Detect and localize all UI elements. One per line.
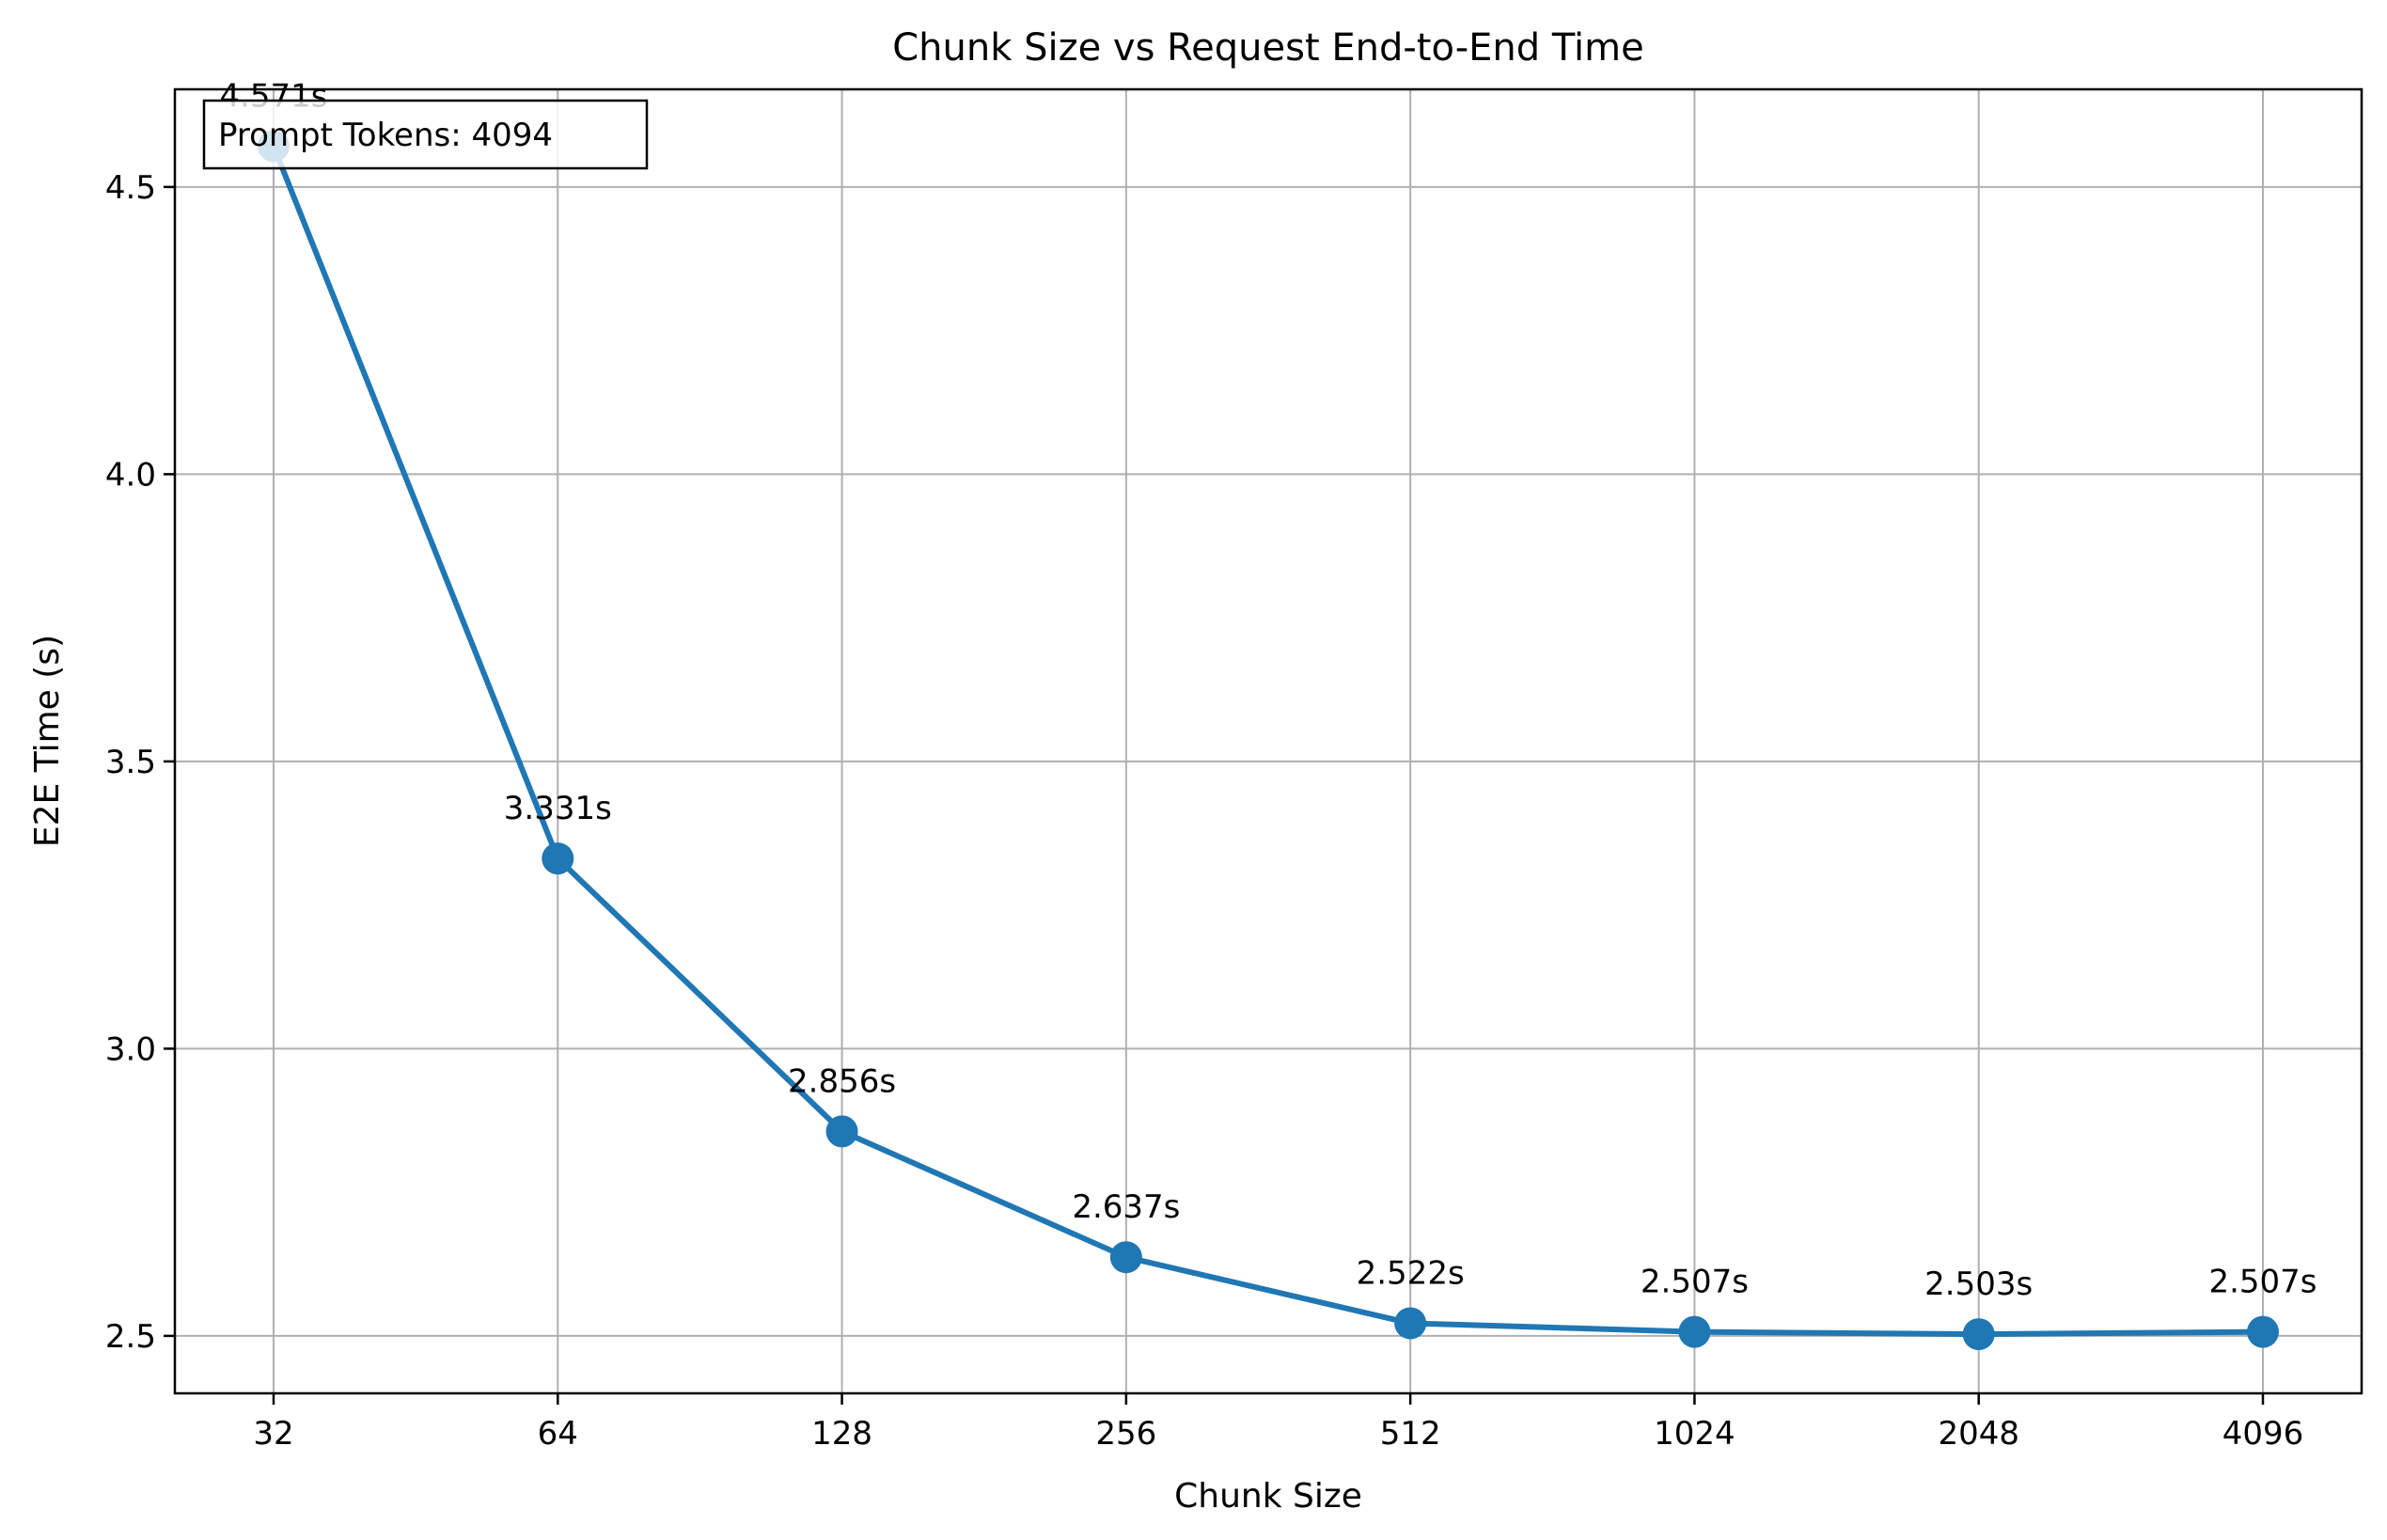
data-point xyxy=(1962,1318,1995,1351)
data-label: 2.637s xyxy=(1072,1188,1180,1226)
series-line-layer xyxy=(271,145,2264,1338)
data-point xyxy=(1109,1241,1142,1274)
x-tick-label: 32 xyxy=(253,1415,293,1453)
chart-title: Chunk Size vs Request End-to-End Time xyxy=(892,26,1644,70)
x-tick-label: 64 xyxy=(538,1415,578,1453)
x-axis-ticks: 32 64 128 256 512 1024 2048 4096 xyxy=(253,1393,2303,1453)
data-point xyxy=(1394,1307,1427,1340)
data-point xyxy=(1678,1315,1711,1348)
x-tick-label: 512 xyxy=(1380,1415,1441,1453)
y-tick-label: 3.0 xyxy=(105,1030,156,1068)
data-label: 3.331s xyxy=(504,790,612,827)
data-point xyxy=(2247,1315,2279,1348)
data-point xyxy=(542,842,574,875)
x-tick-label: 128 xyxy=(811,1415,872,1453)
x-tick-label: 2048 xyxy=(1938,1415,2019,1453)
x-tick-label: 256 xyxy=(1095,1415,1156,1453)
data-label: 2.507s xyxy=(2208,1264,2316,1301)
grid-lines xyxy=(175,89,2362,1393)
y-tick-label: 4.0 xyxy=(105,456,156,494)
data-point xyxy=(825,1115,858,1148)
y-tick-label: 2.5 xyxy=(105,1318,156,1356)
annotation-text: Prompt Tokens: 4094 xyxy=(218,117,553,154)
data-label: 2.856s xyxy=(788,1062,896,1100)
y-axis-label: E2E Time (s) xyxy=(28,635,67,847)
plot-frame xyxy=(173,87,2363,1395)
y-axis-ticks: 2.5 3.0 3.5 4.0 4.5 xyxy=(105,169,175,1356)
x-tick-label: 4096 xyxy=(2222,1415,2304,1453)
data-label: 2.522s xyxy=(1357,1254,1465,1292)
series-line xyxy=(271,145,2264,1338)
data-points xyxy=(258,130,2279,1351)
annotation-box: Prompt Tokens: 4094 xyxy=(202,99,649,170)
y-tick-label: 3.5 xyxy=(105,744,156,781)
data-label: 2.507s xyxy=(1641,1264,1749,1301)
x-axis-label: Chunk Size xyxy=(1174,1477,1362,1516)
x-tick-label: 1024 xyxy=(1654,1415,1735,1453)
annotation-frame xyxy=(202,99,649,170)
data-label: 2.503s xyxy=(1924,1265,2033,1303)
y-tick-label: 4.5 xyxy=(105,169,156,207)
